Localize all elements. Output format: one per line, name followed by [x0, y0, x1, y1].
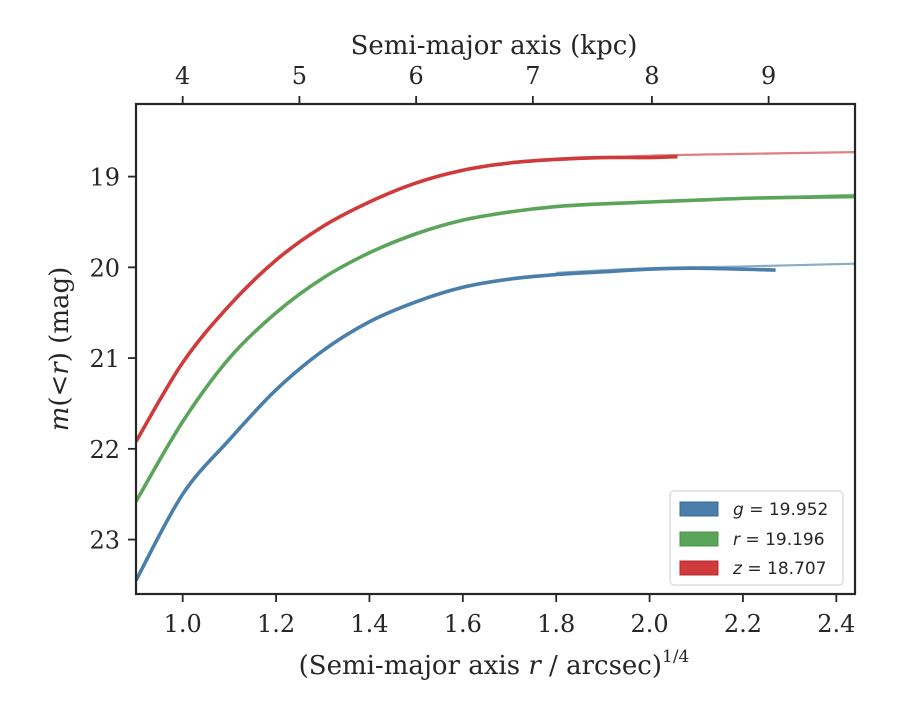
data-point-z-7	[462, 169, 464, 171]
x-tick-label: 1.2	[257, 610, 295, 638]
data-point-g-1	[181, 493, 183, 495]
data-point-r-4	[322, 277, 324, 279]
data-point-g-12	[695, 267, 697, 269]
data-point-r-1	[181, 420, 183, 422]
x-tick-label: 1.4	[350, 610, 388, 638]
data-point-z-3	[275, 259, 277, 261]
data-point-r-3	[275, 312, 277, 314]
data-point-z-6	[415, 182, 417, 184]
top-tick-label: 8	[644, 62, 659, 90]
data-point-z-1	[181, 361, 183, 363]
x-tick-label: 2.0	[630, 610, 668, 638]
legend-label-r: r = 19.196	[733, 530, 825, 550]
data-point-g-10	[602, 271, 604, 273]
legend-swatch-r	[679, 531, 719, 547]
data-point-r-13	[742, 197, 744, 199]
y-axis-title: m(<r) (mag)	[45, 267, 75, 432]
series-line-r	[136, 194, 855, 503]
series-line-g	[136, 266, 776, 582]
data-point-r-14	[788, 196, 790, 198]
x-tick-label: 1.0	[164, 610, 202, 638]
legend-item-g: g = 19.952	[679, 500, 828, 520]
legend-item-z: z = 18.707	[679, 559, 826, 579]
data-point-r-2	[228, 357, 230, 359]
data-point-g-7	[462, 286, 464, 288]
data-point-z-10	[602, 156, 604, 158]
plot-area	[136, 150, 855, 582]
data-point-g-3	[275, 389, 277, 391]
top-tick-label: 9	[761, 62, 776, 90]
data-point-r-6	[415, 233, 417, 235]
x-axis-title: (Semi-major axis r / arcsec)1/4	[299, 647, 690, 681]
data-point-g-2	[228, 439, 230, 441]
data-point-z-12	[676, 155, 678, 157]
x-tick-label: 2.4	[817, 610, 855, 638]
data-point-r-5	[368, 252, 370, 254]
data-point-z-2	[228, 304, 230, 306]
data-point-z-8	[508, 162, 510, 164]
y-tick-label: 20	[89, 254, 120, 282]
y-tick-label: 19	[89, 164, 120, 192]
data-point-g-4	[322, 350, 324, 352]
data-point-z-4	[322, 225, 324, 227]
top-tick-label: 4	[175, 62, 190, 90]
data-point-r-10	[602, 203, 604, 205]
top-tick-label: 5	[292, 62, 307, 90]
x-tick-label: 1.8	[537, 610, 575, 638]
axes: 1.0 1.2 1.4 1.6 1.8 2.0 2.2 2.4 19 20 21 22 23 4 5 6 7 8 9	[89, 62, 857, 638]
top-axis-title: Semi-major axis (kpc)	[351, 31, 638, 61]
top-tick-label: 6	[408, 62, 423, 90]
series-line-z	[136, 154, 678, 443]
y-tick-label: 22	[89, 436, 120, 464]
data-point-g-13	[774, 269, 776, 271]
data-point-r-11	[648, 201, 650, 203]
top-tick-label: 7	[525, 62, 540, 90]
x-tick-label: 2.2	[724, 610, 762, 638]
data-point-g-5	[368, 321, 370, 323]
series-group	[136, 150, 855, 582]
data-point-z-11	[648, 156, 650, 158]
data-point-r-7	[462, 219, 464, 221]
data-point-r-9	[555, 205, 557, 207]
x-tick-label: 1.6	[444, 610, 482, 638]
legend: g = 19.952 r = 19.196 z = 18.707	[669, 490, 844, 586]
data-point-g-8	[508, 278, 510, 280]
data-point-g-11	[648, 268, 650, 270]
plot-frame	[134, 102, 857, 596]
legend-label-z: z = 18.707	[732, 559, 826, 579]
y-tick-label: 21	[89, 345, 120, 373]
data-point-z-5	[368, 201, 370, 203]
data-point-z-9	[555, 158, 557, 160]
data-point-r-8	[508, 211, 510, 213]
legend-swatch-g	[679, 501, 719, 517]
legend-swatch-z	[679, 560, 719, 576]
data-point-r-12	[695, 199, 697, 201]
legend-label-g: g = 19.952	[733, 500, 828, 520]
legend-item-r: r = 19.196	[679, 530, 825, 550]
data-point-g-6	[415, 301, 417, 303]
data-point-g-9	[555, 273, 557, 275]
y-tick-label: 23	[89, 527, 120, 555]
